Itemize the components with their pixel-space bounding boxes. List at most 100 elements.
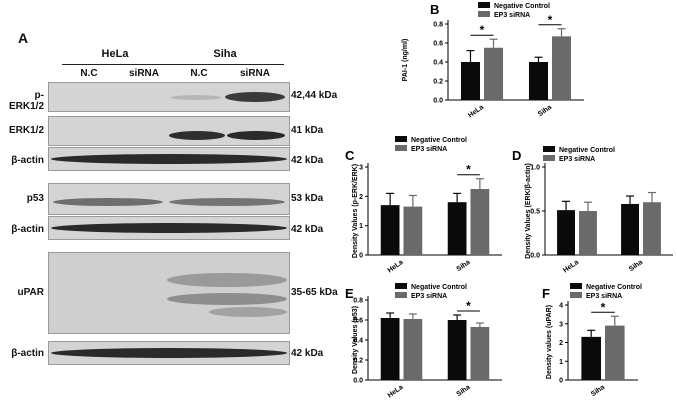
chart-d-legend-swatch-1 <box>543 155 555 161</box>
chart-c-bar-siha-0 <box>447 202 467 255</box>
panel-letter-a: A <box>18 30 29 46</box>
chart-c-legend-swatch-1 <box>395 145 407 151</box>
cell-line-label-hela: HeLa <box>101 48 129 60</box>
chart-d-category-siha: Siha <box>628 259 644 273</box>
chart-f-panel-letter: F <box>542 286 550 301</box>
band-p-erk-siha-nc <box>171 95 221 100</box>
chart-d-category-hela: HeLa <box>562 259 580 275</box>
lane-label-siha-nc: N.C <box>190 68 208 79</box>
band-actin-1 <box>51 154 287 164</box>
chart-c-legend-label-0: Negative Control <box>411 137 467 144</box>
chart-c-sig-star-1: * <box>466 163 471 177</box>
chart-f-legend-label-1: EP3 siRNA <box>586 293 622 300</box>
chart-f-ytick-label-1: 1 <box>559 359 563 366</box>
chart-b-panel-letter: B <box>430 2 439 17</box>
chart-e-category-hela: HeLa <box>387 384 405 400</box>
chart-f-bar-siha-0 <box>581 336 601 380</box>
chart-d-legend-swatch-0 <box>543 146 555 152</box>
blot-p53 <box>48 183 290 215</box>
chart-d-ytick-label-1: 0.5 <box>530 209 540 216</box>
band-p53-siha <box>169 198 285 206</box>
band-kda-erk: 41 kDa <box>291 125 324 136</box>
band-upar-lower <box>209 307 287 317</box>
chart-e-ylabel: Density Values (p53) <box>352 306 359 374</box>
chart-c-category-hela: HeLa <box>387 259 405 275</box>
chart-e-bar-siha-1 <box>470 327 490 380</box>
chart-e-ytick-label-1: 0.2 <box>353 358 363 365</box>
hela-underline <box>62 64 172 65</box>
chart-b-bar-hela-0 <box>460 62 480 100</box>
chart-c-ytick-label-3: 3 <box>359 165 363 172</box>
band-kda-actin-1: 42 kDa <box>291 155 324 166</box>
blot-p-erk <box>48 82 290 112</box>
chart-c-ytick-label-1: 1 <box>359 223 363 230</box>
chart-b-sig-star-1: * <box>548 13 553 27</box>
chart-d-bar-hela-0 <box>557 210 575 255</box>
chart-e-bar-siha-0 <box>447 320 467 380</box>
chart-c-panel-letter: C <box>345 148 355 163</box>
chart-d-panel-letter: D <box>512 148 521 163</box>
chart-e-bar-hela-0 <box>380 318 400 380</box>
chart-f-ytick-label-3: 3 <box>559 321 563 328</box>
chart-f-bar-siha-1 <box>605 325 625 380</box>
band-name-actin-3: β-actin <box>11 348 44 359</box>
chart-c-legend-swatch-0 <box>395 136 407 142</box>
band-p-erk-siha-sirna <box>225 92 285 102</box>
chart-e-sig-star-1: * <box>466 299 471 313</box>
blot-actin-2 <box>48 216 290 240</box>
chart-f-category-siha: Siha <box>590 384 606 398</box>
chart-b-ylabel: PAI-1 (ng/ml) <box>402 39 409 82</box>
chart-f-ytick-label-4: 4 <box>559 303 563 310</box>
chart-e-ytick-label-0: 0.0 <box>353 378 363 385</box>
chart-e-ytick-label-4: 0.8 <box>353 298 363 305</box>
chart-d-legend-label-1: EP3 siRNA <box>559 156 595 163</box>
chart-b-ytick-label-2: 0.4 <box>433 60 443 67</box>
chart-f-ytick-label-2: 2 <box>559 340 563 347</box>
band-p53-hela <box>53 198 163 206</box>
band-kda-actin-2: 42 kDa <box>291 224 324 235</box>
chart-e-legend-swatch-0 <box>395 283 407 289</box>
chart-b-legend-label-0: Negative Control <box>494 3 550 10</box>
chart-b-ytick-label-1: 0.2 <box>433 79 443 86</box>
band-actin-2 <box>51 223 287 233</box>
siha-underline <box>172 64 284 65</box>
chart-e-ytick-label-3: 0.6 <box>353 318 363 325</box>
chart-f-legend-swatch-0 <box>570 283 582 289</box>
chart-c-ytick-label-0: 0 <box>359 253 363 260</box>
chart-d-ytick-label-2: 1.0 <box>530 165 540 172</box>
chart-b-bar-siha-0 <box>528 62 548 100</box>
chart-e-ytick-label-2: 0.4 <box>353 338 363 345</box>
lane-label-hela-nc: N.C <box>80 68 98 79</box>
chart-b-legend-label-1: EP3 siRNA <box>494 12 530 19</box>
chart-c-category-siha: Siha <box>456 259 472 273</box>
chart-d-ytick-label-0: 0.0 <box>530 253 540 260</box>
lane-label-hela-sirna: siRNA <box>128 68 159 79</box>
chart-b-legend-swatch-1 <box>478 11 490 17</box>
chart-d-bar-siha-0 <box>621 203 639 255</box>
chart-e-legend-label-1: EP3 siRNA <box>411 293 447 300</box>
lane-label-siha-sirna: siRNA <box>239 68 270 79</box>
band-kda-actin-3: 42 kDa <box>291 348 324 359</box>
band-erk-siha-sirna <box>227 131 285 140</box>
chart-b-bar-hela-1 <box>484 47 504 100</box>
band-name-p53: p53 <box>26 193 44 204</box>
chart-b-ytick-label-0: 0.0 <box>433 98 443 105</box>
band-name-p-erk: p-ERK1/2 <box>8 90 44 112</box>
chart-f-legend-swatch-1 <box>570 292 582 298</box>
chart-f-legend-label-0: Negative Control <box>586 284 642 291</box>
chart-f-ytick-label-0: 0 <box>559 378 563 385</box>
chart-d-bar-hela-1 <box>579 211 597 255</box>
chart-b-sig-star-0: * <box>480 23 485 37</box>
chart-c-legend-label-1: EP3 siRNA <box>411 146 447 153</box>
band-erk-siha-nc <box>169 131 225 140</box>
chart-e-legend-label-0: Negative Control <box>411 284 467 291</box>
blot-upar <box>48 252 290 334</box>
band-kda-p-erk: 42,44 kDa <box>291 90 338 101</box>
chart-b-legend-swatch-0 <box>478 2 490 8</box>
band-name-upar: uPAR <box>17 287 44 298</box>
band-kda-upar: 35-65 kDa <box>291 287 338 298</box>
chart-e-legend-swatch-1 <box>395 292 407 298</box>
chart-b-category-hela: HeLa <box>467 104 485 120</box>
chart-e-bar-hela-1 <box>403 319 423 380</box>
blot-erk <box>48 116 290 146</box>
